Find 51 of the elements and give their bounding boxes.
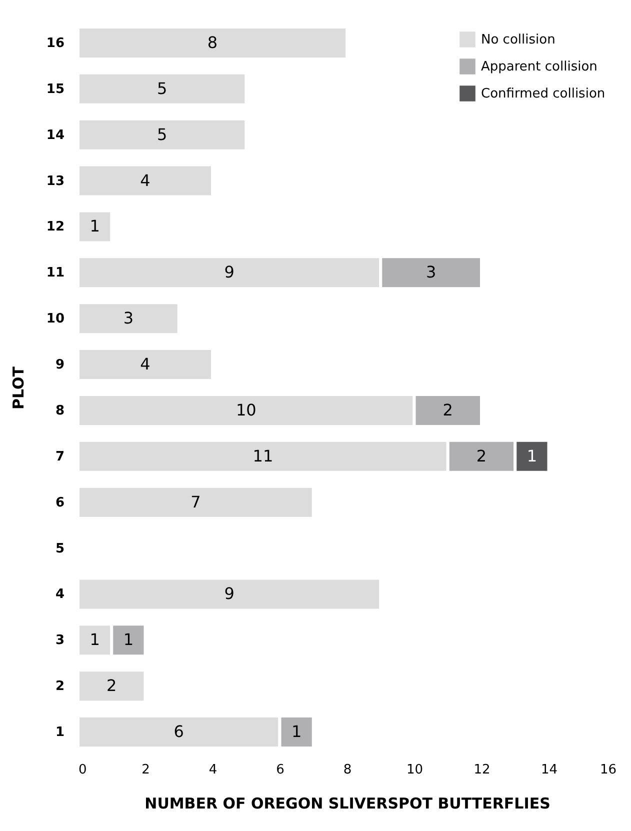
x-tick-label: 12: [474, 762, 490, 778]
y-tick-label: 10: [46, 312, 64, 327]
data-label: 11: [252, 446, 274, 466]
y-tick-label: 16: [46, 36, 64, 51]
y-tick-label: 1: [55, 725, 64, 740]
data-label: 4: [140, 354, 150, 374]
x-tick-label: 2: [142, 762, 150, 778]
y-tick-label: 5: [55, 541, 64, 556]
data-label: 1: [90, 216, 100, 236]
y-tick-label: 12: [46, 220, 64, 235]
y-tick-label: 14: [46, 128, 64, 143]
x-tick-label: 8: [343, 762, 352, 778]
data-label: 5: [156, 78, 168, 98]
y-tick-label: 13: [46, 174, 64, 189]
y-tick-label: 9: [55, 358, 64, 373]
y-tick-label: 8: [55, 403, 64, 418]
y-tick-label: 15: [46, 82, 64, 97]
data-label: 3: [426, 262, 436, 282]
y-tick-label: 7: [55, 449, 64, 464]
y-tick-label: 3: [55, 633, 64, 648]
y-tick-label: 6: [55, 495, 64, 510]
data-label: 7: [190, 492, 201, 512]
y-tick-label: 2: [55, 679, 64, 694]
data-label: 10: [236, 400, 256, 420]
data-label: 1: [123, 630, 134, 650]
x-tick-label: 6: [276, 762, 284, 778]
data-label: 4: [140, 170, 150, 190]
legend-label: No collision: [481, 32, 556, 48]
data-label: 2: [442, 400, 453, 420]
data-label: 9: [224, 262, 234, 282]
data-label: 8: [207, 32, 218, 52]
x-tick-label: 14: [540, 762, 558, 778]
x-tick-label: 0: [78, 762, 87, 778]
data-label: 6: [174, 722, 184, 742]
x-axis-title: NUMBER OF OREGON SLIVERSPOT BUTTERFLIES: [144, 794, 550, 812]
data-label: 2: [476, 446, 487, 466]
legend-label: Apparent collision: [481, 60, 598, 74]
data-label: 9: [224, 584, 234, 604]
x-tick-label: 10: [406, 762, 424, 778]
y-axis-title: PLOT: [9, 366, 28, 410]
data-label: 1: [90, 630, 100, 650]
data-label: 2: [106, 676, 117, 696]
data-label: 1: [526, 446, 538, 466]
x-tick-label: 16: [600, 762, 616, 778]
y-tick-label: 11: [46, 266, 64, 281]
legend-label: Confirmed collision: [481, 86, 606, 102]
x-tick-label: 4: [208, 762, 218, 778]
data-label: 5: [156, 124, 168, 144]
data-label: 1: [291, 722, 302, 742]
y-tick-label: 4: [55, 587, 64, 602]
data-label: 3: [123, 308, 134, 328]
